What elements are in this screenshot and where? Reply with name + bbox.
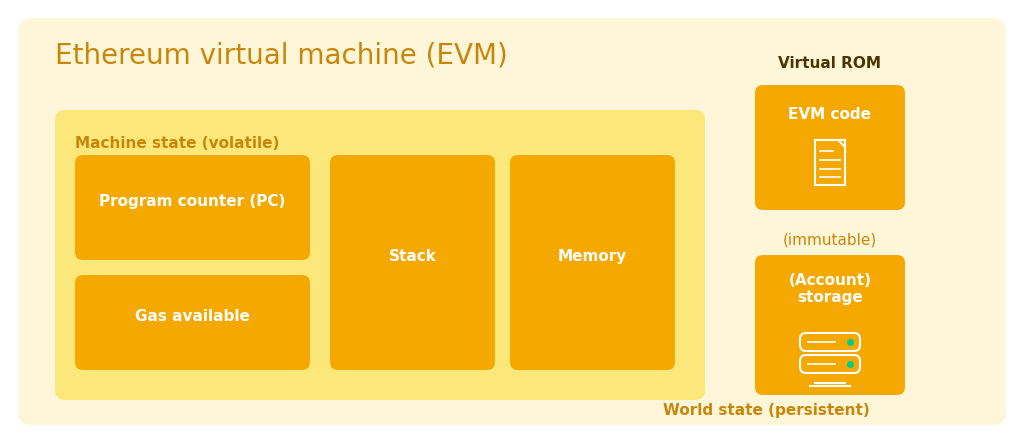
Text: Stack: Stack [388,249,436,264]
Text: EVM code: EVM code [788,107,871,122]
FancyBboxPatch shape [55,110,705,400]
Text: Machine state (volatile): Machine state (volatile) [75,136,280,151]
Text: World state (persistent): World state (persistent) [664,403,870,417]
FancyBboxPatch shape [75,155,310,260]
FancyBboxPatch shape [755,255,905,395]
FancyBboxPatch shape [75,275,310,370]
FancyBboxPatch shape [330,155,495,370]
FancyBboxPatch shape [755,85,905,210]
FancyBboxPatch shape [18,18,1006,425]
Polygon shape [838,140,845,147]
Text: Ethereum virtual machine (EVM): Ethereum virtual machine (EVM) [55,41,508,69]
FancyBboxPatch shape [510,155,675,370]
Text: Program counter (PC): Program counter (PC) [99,194,286,209]
Text: (immutable): (immutable) [783,233,878,248]
Text: Memory: Memory [558,249,627,264]
Bar [815,140,845,185]
Text: Gas available: Gas available [135,309,250,324]
Text: Virtual ROM: Virtual ROM [778,55,882,70]
Text: (Account)
storage: (Account) storage [788,273,871,305]
